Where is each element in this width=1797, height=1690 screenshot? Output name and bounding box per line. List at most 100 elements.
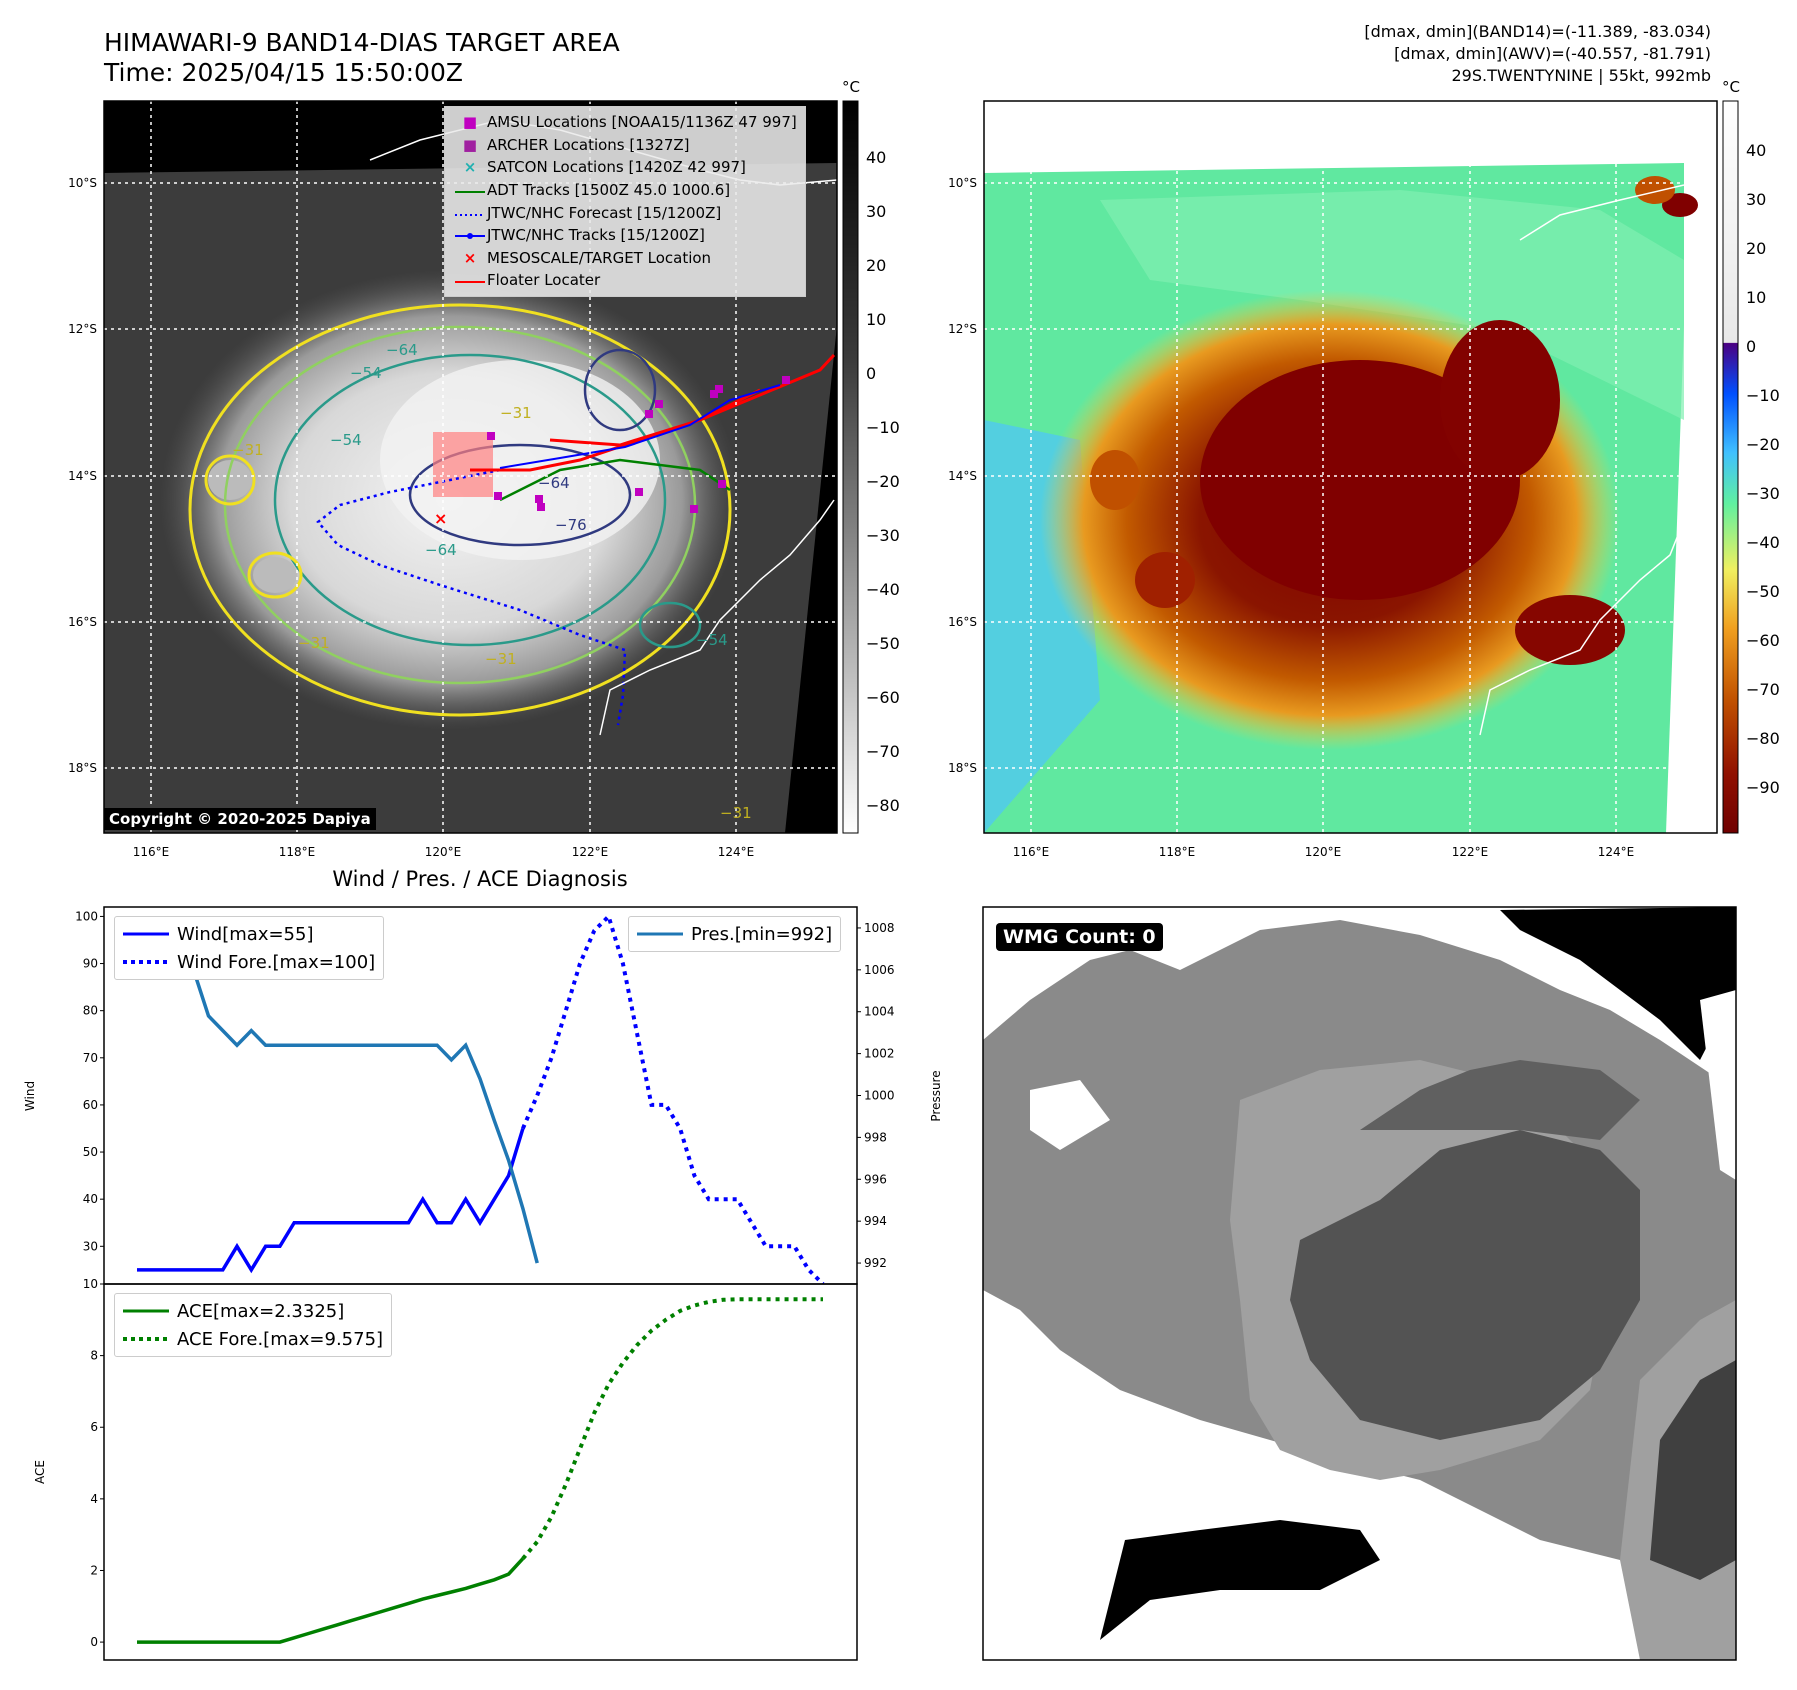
- lon-label: 122°E: [1452, 845, 1489, 859]
- legend-wind-forecast: Wind Fore.[max=100]: [177, 951, 376, 973]
- pressure-tick-label: 1008: [864, 921, 895, 935]
- colorbar-tick: 40: [866, 148, 886, 167]
- pressure-tick-label: 1006: [864, 963, 895, 977]
- square-marker-icon: ■: [462, 135, 478, 154]
- colorbar-tick: −40: [866, 580, 900, 599]
- wind-axis-label: Wind: [23, 1081, 37, 1111]
- lat-label: 10°S: [948, 176, 977, 190]
- colorbar-tick: −90: [1746, 778, 1780, 797]
- ace-tick-label: 6: [90, 1420, 98, 1434]
- colorbar-unit: °C: [842, 78, 860, 96]
- contour-label: −76: [555, 516, 587, 534]
- contour-label: −64: [425, 541, 457, 559]
- colorbar-tick: −30: [866, 526, 900, 545]
- contour-label: −54: [696, 631, 728, 649]
- wmg-panel: [983, 907, 1736, 1660]
- colorbar-tick: −40: [1746, 533, 1780, 552]
- lat-label: 18°S: [68, 761, 97, 775]
- ir-colorbar: °C 40 30 20 10 0 −10 −20 −30 −40 −50 −60…: [842, 78, 900, 834]
- wmg-count-badge: WMG Count: 0: [996, 923, 1163, 951]
- copyright-badge: Copyright © 2020-2025 Dapiya: [104, 808, 376, 830]
- band14-minmax: [dmax, dmin](BAND14)=(-11.389, -83.034): [1364, 22, 1711, 41]
- dotted-line-icon: [123, 1337, 169, 1341]
- ace-chart: [137, 1297, 823, 1644]
- line-dot-icon: [453, 226, 487, 244]
- series-line-0: [137, 1127, 525, 1274]
- contour-label: −31: [500, 404, 532, 422]
- target-location-marker: ×: [434, 509, 447, 528]
- cross-marker-icon: ×: [463, 158, 477, 177]
- lon-label: 120°E: [425, 845, 462, 859]
- dotted-line-icon: [453, 204, 487, 222]
- line-icon: [453, 271, 487, 289]
- wind-tick-label: 50: [83, 1145, 98, 1159]
- colorbar-tick: 20: [866, 256, 886, 275]
- wind-tick-label: 80: [83, 1004, 98, 1018]
- contour-label: −54: [330, 431, 362, 449]
- chart-title: Wind / Pres. / ACE Diagnosis: [332, 867, 627, 891]
- wind-tick-label: 10: [83, 1277, 98, 1291]
- lon-label: 116°E: [133, 845, 170, 859]
- lat-label: 12°S: [948, 322, 977, 336]
- pressure-tick-label: 1002: [864, 1047, 895, 1061]
- colorbar-tick: −80: [1746, 729, 1780, 748]
- lon-label: 116°E: [1013, 845, 1050, 859]
- pressure-tick-label: 994: [864, 1214, 887, 1228]
- cross-marker-icon: ×: [463, 248, 477, 267]
- square-marker-icon: ■: [462, 113, 478, 132]
- colorbar-tick: −70: [866, 742, 900, 761]
- contour-label: −31: [232, 441, 264, 459]
- ace-axis-label: ACE: [33, 1460, 47, 1484]
- colorbar-tick: −10: [1746, 386, 1780, 405]
- colorbar-tick: 10: [1746, 288, 1766, 307]
- pressure-tick-label: 998: [864, 1130, 887, 1144]
- ace-tick-label: 0: [90, 1635, 98, 1649]
- colorbar-tick: −20: [1746, 435, 1780, 454]
- colorbar-tick: 40: [1746, 141, 1766, 160]
- pressure-legend: Pres.[min=992]: [628, 916, 842, 952]
- wind-tick-label: 30: [83, 1239, 98, 1253]
- legend-floater: Floater Locater: [453, 269, 797, 292]
- colorbar-tick: 10: [866, 310, 886, 329]
- legend-adt: ADT Tracks [1500Z 45.0 1000.6]: [453, 179, 797, 202]
- legend-jtwc-tracks: JTWC/NHC Tracks [15/1200Z]: [453, 224, 797, 247]
- contour-label: −54: [350, 364, 382, 382]
- lat-label: 18°S: [948, 761, 977, 775]
- lat-label: 14°S: [68, 469, 97, 483]
- legend-ace-forecast: ACE Fore.[max=9.575]: [177, 1328, 384, 1350]
- solid-line-icon: [123, 932, 169, 936]
- colorbar-tick: −30: [1746, 484, 1780, 503]
- wind-tick-label: 40: [83, 1192, 98, 1206]
- colorbar-tick: 20: [1746, 239, 1766, 258]
- colorbar-tick: −50: [1746, 582, 1780, 601]
- colorbar-tick: −60: [1746, 631, 1780, 650]
- contour-label: −64: [386, 341, 418, 359]
- lat-label: 16°S: [948, 615, 977, 629]
- pressure-axis-label: Pressure: [929, 1070, 943, 1121]
- colorbar-tick: −60: [866, 688, 900, 707]
- ace-tick-label: 2: [90, 1563, 98, 1577]
- legend-satcon: × SATCON Locations [1420Z 42 997]: [453, 156, 797, 179]
- colorbar-tick: −50: [866, 634, 900, 653]
- colorbar-tick: 0: [866, 364, 876, 383]
- ir-map-panel: −54 −64 −31 −64 −76 −31 −31 −54 −31 −54 …: [104, 101, 837, 833]
- enhanced-ir-map-panel: [984, 101, 1717, 833]
- contour-label: −31: [720, 804, 752, 822]
- contour-label: −64: [538, 474, 570, 492]
- ace-legend: ACE[max=2.3325] ACE Fore.[max=9.575]: [114, 1293, 393, 1357]
- series-line-1: [521, 912, 825, 1284]
- lon-label: 120°E: [1305, 845, 1342, 859]
- lon-label: 118°E: [279, 845, 316, 859]
- series-line-2: [135, 927, 539, 1264]
- wind-tick-label: 60: [83, 1098, 98, 1112]
- wind-tick-label: 100: [75, 909, 98, 923]
- colorbar-tick: 30: [1746, 190, 1766, 209]
- figure-time: Time: 2025/04/15 15:50:00Z: [104, 58, 463, 87]
- lon-label: 122°E: [572, 845, 609, 859]
- storm-info: 29S.TWENTYNINE | 55kt, 992mb: [1451, 66, 1712, 85]
- solid-line-icon: [637, 932, 683, 936]
- wind-pressure-chart: [135, 912, 825, 1284]
- legend-archer: ■ ARCHER Locations [1327Z]: [453, 134, 797, 157]
- legend-ace: ACE[max=2.3325]: [177, 1300, 345, 1322]
